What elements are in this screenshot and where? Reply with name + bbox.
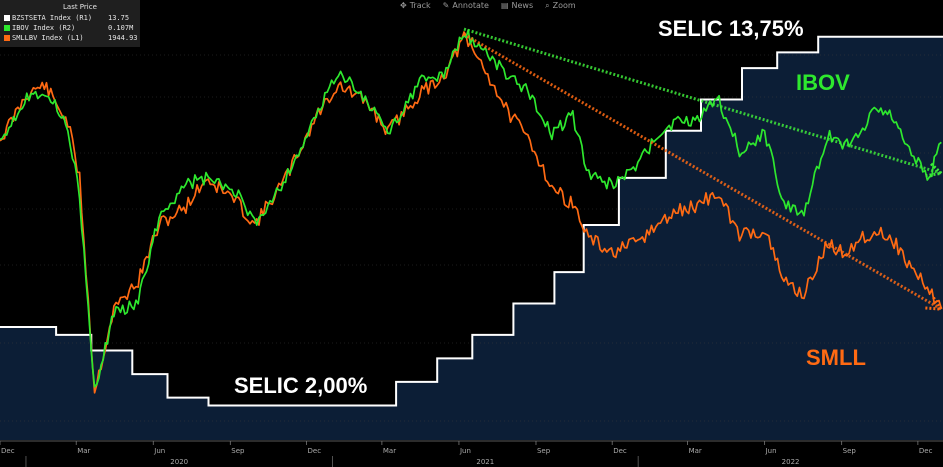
x-tick-label: Mar <box>383 447 396 455</box>
legend-label-ibov: IBOV Index (R2) <box>12 24 76 32</box>
x-tick-label: Jun <box>153 447 165 455</box>
x-tick-label: Sep <box>231 447 245 455</box>
track-icon: ✥ <box>400 1 407 10</box>
track-label: Track <box>409 1 431 10</box>
legend-label-selic: BZSTSETA Index (R1) <box>12 14 93 22</box>
x-year-label: 2020 <box>170 458 188 466</box>
legend-row-smll: SMLLBV Index (L1) 1944.93 <box>4 34 138 42</box>
x-year-label: 2021 <box>476 458 494 466</box>
legend-row-ibov: IBOV Index (R2) 0.107M <box>4 24 133 32</box>
news-label: News <box>511 1 534 10</box>
x-tick-label: Mar <box>689 447 702 455</box>
legend-label-smll: SMLLBV Index (L1) <box>12 34 84 42</box>
track-button[interactable]: ✥ Track <box>400 0 431 11</box>
trend-line-ibov <box>463 27 942 175</box>
legend-swatch-selic <box>4 15 10 21</box>
x-tick-label: Dec <box>613 447 627 455</box>
x-tick-label: Sep <box>843 447 857 455</box>
annotate-button[interactable]: ✎ Annotate <box>443 0 489 11</box>
zoom-icon: ⌕ <box>545 0 550 10</box>
ibov-line <box>0 29 942 388</box>
legend-swatch-ibov <box>4 25 10 31</box>
legend-row-selic: BZSTSETA Index (R1) 13.75 <box>4 14 129 22</box>
trend-arrowhead-smll <box>925 295 943 311</box>
annotate-icon: ✎ <box>442 1 450 10</box>
legend: Last Price BZSTSETA Index (R1) 13.75 IBO… <box>0 0 140 47</box>
zoom-button[interactable]: ⌕ Zoom <box>545 0 576 11</box>
selic-step-line <box>0 35 943 407</box>
selic-high-label: SELIC 13,75% <box>658 16 804 41</box>
legend-header: Last Price <box>63 3 97 11</box>
zoom-label: Zoom <box>552 1 576 10</box>
smll-label: SMLL <box>806 345 866 370</box>
x-axis: Dec Mar Jun Sep Dec Mar Jun Sep Dec Mar Jun Sep Dec 2… <box>0 440 943 467</box>
x-axis-background <box>0 441 943 467</box>
selic-low-label: SELIC 2,00% <box>234 373 368 398</box>
x-tick-label: Dec <box>1 447 15 455</box>
legend-value-ibov: 0.107M <box>108 24 134 32</box>
x-tick-label: Mar <box>77 447 90 455</box>
chart-toolbar: ✥ Track ✎ Annotate ▤ News ⌕ Zoom <box>400 0 576 11</box>
x-year-label: 2022 <box>782 458 800 466</box>
x-tick-label: Jun <box>459 447 471 455</box>
news-icon: ▤ <box>500 1 509 10</box>
legend-swatch-smll <box>4 35 10 41</box>
news-button[interactable]: ▤ News <box>501 0 533 11</box>
x-tick-label: Dec <box>308 447 322 455</box>
annotate-label: Annotate <box>452 1 489 10</box>
trend-arrowhead-ibov <box>925 161 943 178</box>
x-tick-label: Sep <box>537 447 551 455</box>
trend-arrows <box>463 27 943 311</box>
legend-value-smll: 1944.93 <box>108 34 138 42</box>
x-tick-label: Dec <box>919 447 933 455</box>
x-tick-label: Jun <box>765 447 777 455</box>
legend-value-selic: 13.75 <box>108 14 130 22</box>
selic-area <box>0 36 943 440</box>
ibov-label: IBOV <box>796 70 850 95</box>
